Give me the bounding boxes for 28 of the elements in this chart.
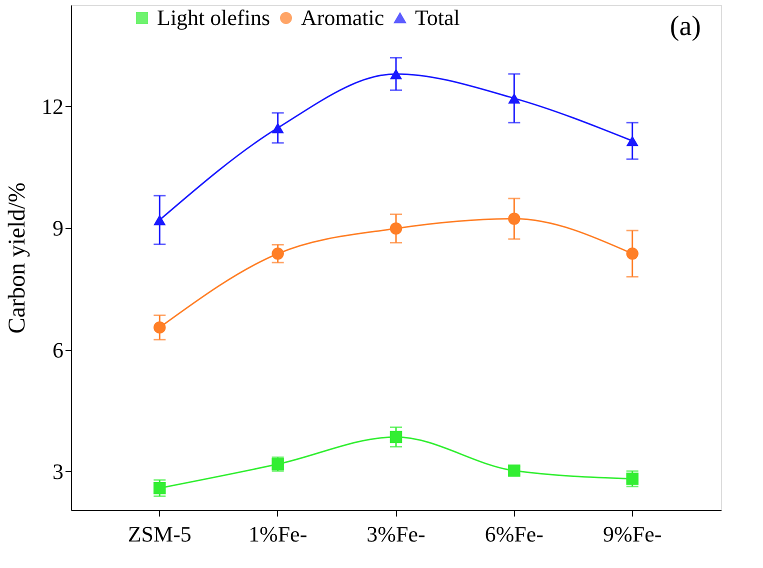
- point: [626, 248, 638, 260]
- y-tick-label: 9: [52, 216, 64, 241]
- point: [626, 136, 638, 146]
- point: [390, 430, 402, 444]
- annotation: (a): [670, 11, 701, 42]
- point: [626, 472, 638, 485]
- point: [390, 68, 402, 80]
- point: [390, 222, 402, 235]
- legend-label: Light olefins: [157, 5, 270, 30]
- y-axis-title: Carbon yield/%: [4, 182, 30, 334]
- y-tick-label: 12: [42, 94, 64, 119]
- y-tick-label: 6: [52, 337, 64, 362]
- y-tick-label: 3: [52, 458, 64, 484]
- point: [154, 214, 166, 226]
- point: [508, 212, 520, 225]
- x-tick-label: 6%Fe-: [484, 522, 544, 546]
- point: [508, 464, 520, 477]
- x-tick-label: ZSM-5: [128, 522, 192, 546]
- point: [154, 482, 166, 494]
- x-tick-label: 3%Fe-: [366, 522, 426, 546]
- point: [154, 321, 166, 334]
- point: [272, 248, 284, 260]
- point: [272, 122, 284, 134]
- legend-label: Aromatic: [301, 5, 384, 30]
- x-tick-label: 9%Fe-: [603, 522, 662, 546]
- point: [508, 92, 520, 104]
- x-tick-label: 1%Fe-: [248, 522, 308, 546]
- legend-label: Total: [415, 5, 460, 30]
